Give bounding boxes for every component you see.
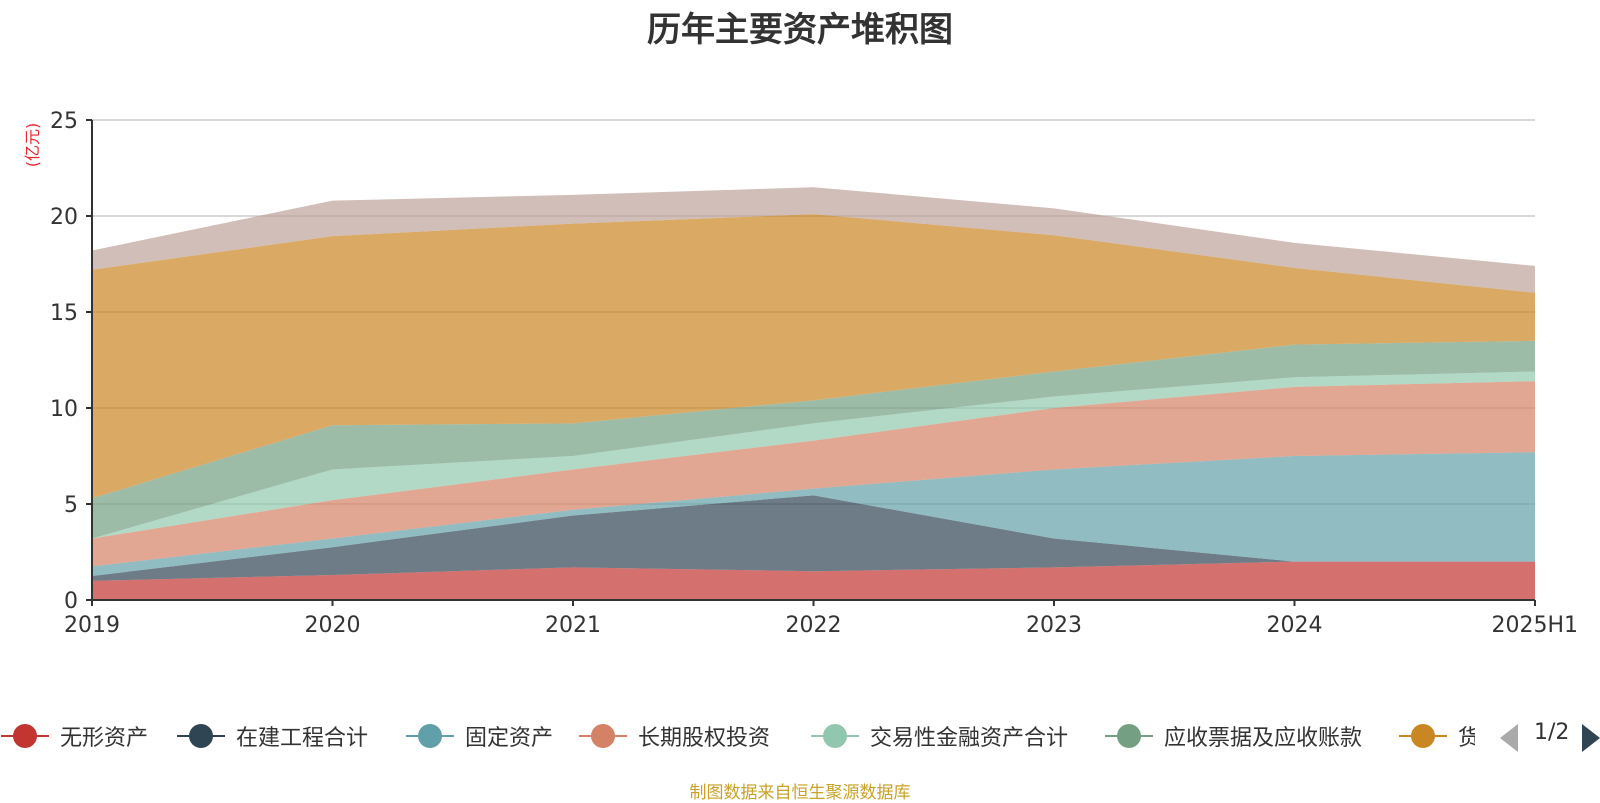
- series-area[interactable]: [92, 214, 1535, 499]
- y-tick-label: 25: [50, 109, 78, 134]
- x-tick-label: 2021: [545, 613, 601, 638]
- stacked-areas: [92, 187, 1535, 600]
- x-tick-label: 2019: [64, 613, 120, 638]
- legend-prev-page-icon[interactable]: [1500, 724, 1518, 752]
- data-source-note: 制图数据来自恒生聚源数据库: [689, 783, 911, 803]
- legend: 无形资产 在建工程合计 固定资产 长期股权投资 交易性金融资产合计 应收票据及应收账款 货: [0, 718, 1475, 754]
- legend-page-indicator: 1/2: [1534, 720, 1570, 745]
- series-area[interactable]: [92, 452, 1535, 576]
- legend-marker-icon: [810, 718, 860, 754]
- legend-item[interactable]: 无形资产: [0, 718, 148, 754]
- legend-label: 交易性金融资产合计: [870, 726, 1069, 751]
- legend-label: 应收票据及应收账款: [1164, 726, 1363, 751]
- y-tick-label: 20: [50, 205, 78, 230]
- legend-marker-icon: [176, 718, 226, 754]
- legend-label: 无形资产: [60, 726, 149, 751]
- x-tick-label: 2025H1: [1491, 613, 1578, 638]
- x-tick-label: 2020: [305, 613, 361, 638]
- y-tick-label: 0: [64, 589, 78, 614]
- legend-item[interactable]: 长期股权投资: [578, 718, 770, 754]
- legend-label: 货: [1458, 726, 1475, 751]
- series-area[interactable]: [92, 381, 1535, 567]
- x-tick-label: 2023: [1026, 613, 1082, 638]
- legend-label: 固定资产: [465, 726, 554, 751]
- legend-marker-icon: [578, 718, 628, 754]
- legend-marker-icon: [1104, 718, 1154, 754]
- legend-item[interactable]: 固定资产: [405, 718, 553, 754]
- legend-marker-icon: [405, 718, 455, 754]
- legend-marker-icon: [1398, 718, 1448, 754]
- series-area[interactable]: [92, 340, 1535, 539]
- legend-pager: 1/2: [1500, 718, 1600, 754]
- y-tick-label: 15: [50, 301, 78, 326]
- axes: 0 5 10 15 20 25 2019 2020 2021 2022 2023 2024 2025H1: [50, 109, 1578, 638]
- legend-next-page-icon[interactable]: [1582, 724, 1600, 752]
- legend-item[interactable]: 交易性金融资产合计: [810, 718, 1068, 754]
- series-area[interactable]: [92, 561, 1535, 600]
- legend-item[interactable]: 货: [1398, 718, 1475, 754]
- legend-marker-icon: [0, 718, 50, 754]
- legend-item[interactable]: 在建工程合计: [176, 718, 368, 754]
- y-tick-label: 10: [50, 397, 78, 422]
- legend-item[interactable]: 应收票据及应收账款: [1104, 718, 1362, 754]
- y-axis-unit-label: (亿元): [23, 123, 42, 168]
- y-tick-label: 5: [64, 493, 78, 518]
- series-area[interactable]: [92, 495, 1535, 581]
- legend-label: 在建工程合计: [236, 726, 369, 751]
- legend-label: 长期股权投资: [638, 726, 771, 751]
- chart-title: 历年主要资产堆积图: [647, 10, 953, 50]
- x-tick-label: 2024: [1267, 613, 1323, 638]
- x-tick-label: 2022: [786, 613, 842, 638]
- series-area[interactable]: [92, 187, 1535, 293]
